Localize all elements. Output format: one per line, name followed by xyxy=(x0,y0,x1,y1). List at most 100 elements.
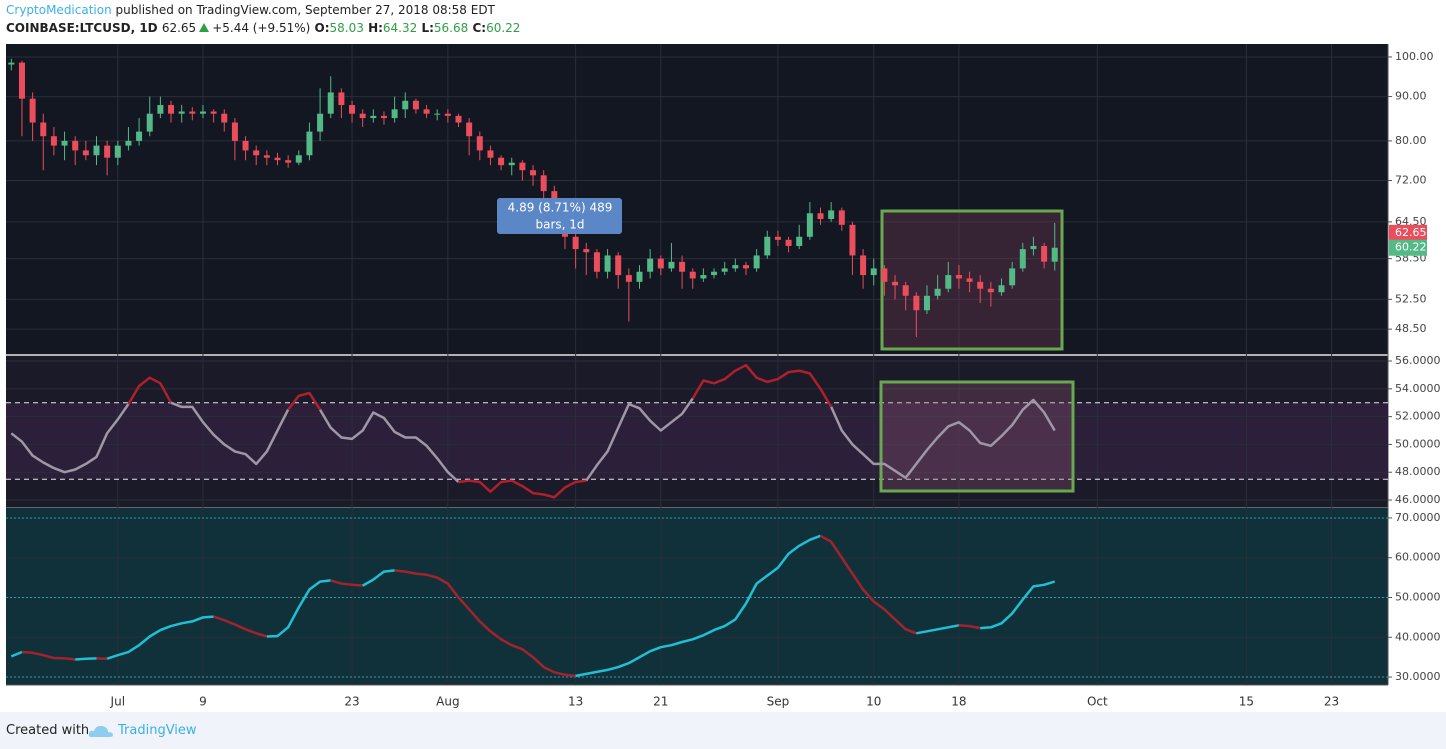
x-tick-label: Jul xyxy=(110,695,125,709)
candle-body xyxy=(231,122,238,141)
candle-body xyxy=(732,265,739,269)
candle-body xyxy=(711,271,718,276)
x-tick-label: 18 xyxy=(951,695,966,709)
indicator-line xyxy=(266,579,331,638)
tooltip-text: 4.89 (8.71%) 489 xyxy=(508,201,613,215)
candle-body xyxy=(242,140,249,151)
candle-body xyxy=(444,113,451,116)
candle-body xyxy=(764,236,771,256)
candle-body xyxy=(306,131,313,156)
candle-body xyxy=(625,275,632,282)
y-tick-label: 70.0000 xyxy=(1395,511,1441,524)
price-tag-label: 62.65 xyxy=(1395,226,1427,239)
published: published on TradingView.com, September … xyxy=(115,3,495,17)
x-tick-label: 10 xyxy=(866,695,881,709)
candle-body xyxy=(828,210,835,219)
candle-body xyxy=(583,249,590,253)
level-band xyxy=(6,402,1388,480)
brand[interactable]: TradingView xyxy=(118,723,197,738)
y-tick-label: 60.0000 xyxy=(1395,551,1441,564)
y-tick-label: 52.50 xyxy=(1395,292,1427,305)
indicator-line xyxy=(21,650,76,661)
candle-body xyxy=(40,122,47,137)
candle-body xyxy=(721,268,728,272)
candle-body xyxy=(221,113,228,123)
indicator-line xyxy=(10,650,23,658)
candle-body xyxy=(285,160,292,163)
x-tick-label: Oct xyxy=(1087,695,1108,709)
y-tick-label: 30.0000 xyxy=(1395,670,1441,683)
candle-body xyxy=(18,62,25,99)
candle-body xyxy=(434,113,441,115)
candle-body xyxy=(29,98,36,123)
candle-body xyxy=(572,236,579,250)
candle-body xyxy=(1030,245,1037,250)
y-tick-label: 100.00 xyxy=(1395,50,1434,63)
candle-body xyxy=(498,157,505,166)
annotation-box xyxy=(880,209,1064,351)
candle-body xyxy=(1019,249,1026,269)
candle-body xyxy=(349,105,356,114)
candle-body xyxy=(902,285,909,296)
candle-body xyxy=(423,109,430,114)
author[interactable]: CryptoMedication xyxy=(6,3,112,17)
candle-body xyxy=(327,92,334,114)
indicator-line xyxy=(330,579,363,587)
indicator-line xyxy=(585,397,694,482)
candle-body xyxy=(860,255,867,276)
y-tick-label: 72.00 xyxy=(1395,174,1427,187)
indicator-line xyxy=(127,376,173,405)
annotation-box xyxy=(879,380,1075,493)
candle-body xyxy=(892,281,899,286)
candle-body xyxy=(977,281,984,289)
y-tick-label: 54.0000 xyxy=(1395,382,1441,395)
price-axis xyxy=(1388,44,1446,685)
y-tick-label: 50.0000 xyxy=(1395,437,1441,450)
candle-body xyxy=(1051,247,1058,262)
candle-body xyxy=(806,213,813,237)
candle-body xyxy=(647,258,654,272)
candle-body xyxy=(785,239,792,246)
y-tick-label: 50.0000 xyxy=(1395,590,1441,603)
candle-body xyxy=(359,113,366,119)
candle-body xyxy=(338,92,345,106)
price-tag xyxy=(1389,239,1427,256)
indicator-line xyxy=(319,409,460,483)
ohlc-value: 56.68 xyxy=(433,21,469,35)
ohlc-value: 58.03 xyxy=(329,21,364,35)
indicator-line xyxy=(10,403,130,474)
candle-body xyxy=(189,111,196,114)
candle-body xyxy=(114,145,121,158)
x-tick-label: Aug xyxy=(436,695,459,709)
y-tick-label: 56.0000 xyxy=(1395,354,1441,367)
price-tag-label: 60.22 xyxy=(1395,241,1427,254)
created-with: Created with xyxy=(6,723,90,738)
candle-body xyxy=(657,258,664,269)
indicator-line xyxy=(362,569,395,587)
x-tick-label: 23 xyxy=(1324,695,1339,709)
candle-body xyxy=(168,105,175,114)
indicator-line xyxy=(916,624,960,635)
candle-body xyxy=(508,162,515,166)
logo xyxy=(88,725,113,737)
y-tick-label: 40.0000 xyxy=(1395,630,1441,643)
candle-body xyxy=(955,275,962,279)
symbol: COINBASE:LTCUSD, 1D xyxy=(6,21,158,35)
price: 62.65 xyxy=(161,21,197,35)
indicator-line xyxy=(980,580,1056,630)
candle-body xyxy=(466,122,473,137)
candle-body xyxy=(82,150,89,156)
candle-body xyxy=(274,157,281,161)
candle-body xyxy=(50,136,57,146)
candle-body xyxy=(774,236,781,240)
candle-body xyxy=(593,252,600,272)
candle-body xyxy=(700,275,707,279)
indicator-line xyxy=(394,569,576,678)
indicator-line xyxy=(691,363,833,408)
candle-body xyxy=(178,111,185,114)
ohlc-label: L: xyxy=(421,21,434,35)
candle-body xyxy=(540,175,547,192)
candle-body xyxy=(487,150,494,158)
x-tick-label: 9 xyxy=(199,695,207,709)
